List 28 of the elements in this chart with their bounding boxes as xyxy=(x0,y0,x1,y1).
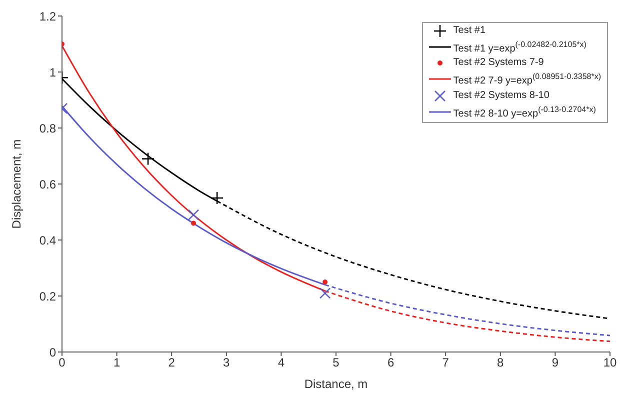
x-tick-label: 5 xyxy=(332,356,340,370)
x-tick-label: 1 xyxy=(113,356,120,370)
legend-label: Test #1 y=exp$^{(-0.02482-0.2105*x)}$ xyxy=(453,40,586,54)
legend-label: Test #2 Systems 7-9 xyxy=(453,57,544,68)
x-tick-label: 2 xyxy=(168,356,176,370)
x-tick-label: 7 xyxy=(442,356,450,370)
legend-label: Test #2 8-10 y=exp$^{(-0.13-0.2704*x)}$ xyxy=(453,104,596,119)
y-tick-label: 0.6 xyxy=(39,177,56,192)
x-tick-label: 0 xyxy=(58,356,66,370)
y-axis-title: Displacement, m xyxy=(9,139,24,229)
point xyxy=(322,280,328,284)
x-tick-label: 10 xyxy=(603,356,617,370)
y-tick-label: 0.8 xyxy=(39,121,56,136)
x-tick-label: 3 xyxy=(223,356,230,370)
x-tick-label: 6 xyxy=(387,356,394,370)
y-tick-label: 1.2 xyxy=(39,9,56,24)
legend-label: Test #2 7-9 y=exp$^{(0.08951-0.3358*x)}$ xyxy=(453,72,601,87)
y-tick-label: 0.4 xyxy=(39,233,56,248)
point xyxy=(191,220,196,226)
x-tick-label: 9 xyxy=(552,356,559,370)
legend-label: Test #1 xyxy=(453,25,486,36)
x-axis-title: Distance, m xyxy=(304,377,368,391)
y-tick-label: 1 xyxy=(49,65,56,80)
x-tick-label: 4 xyxy=(278,356,285,370)
y-tick-label: 0 xyxy=(49,345,56,360)
x-tick-label: 8 xyxy=(497,356,504,370)
legend-label: Test #2 Systems 8-10 xyxy=(453,90,550,101)
y-tick-label: 0.2 xyxy=(39,289,56,304)
